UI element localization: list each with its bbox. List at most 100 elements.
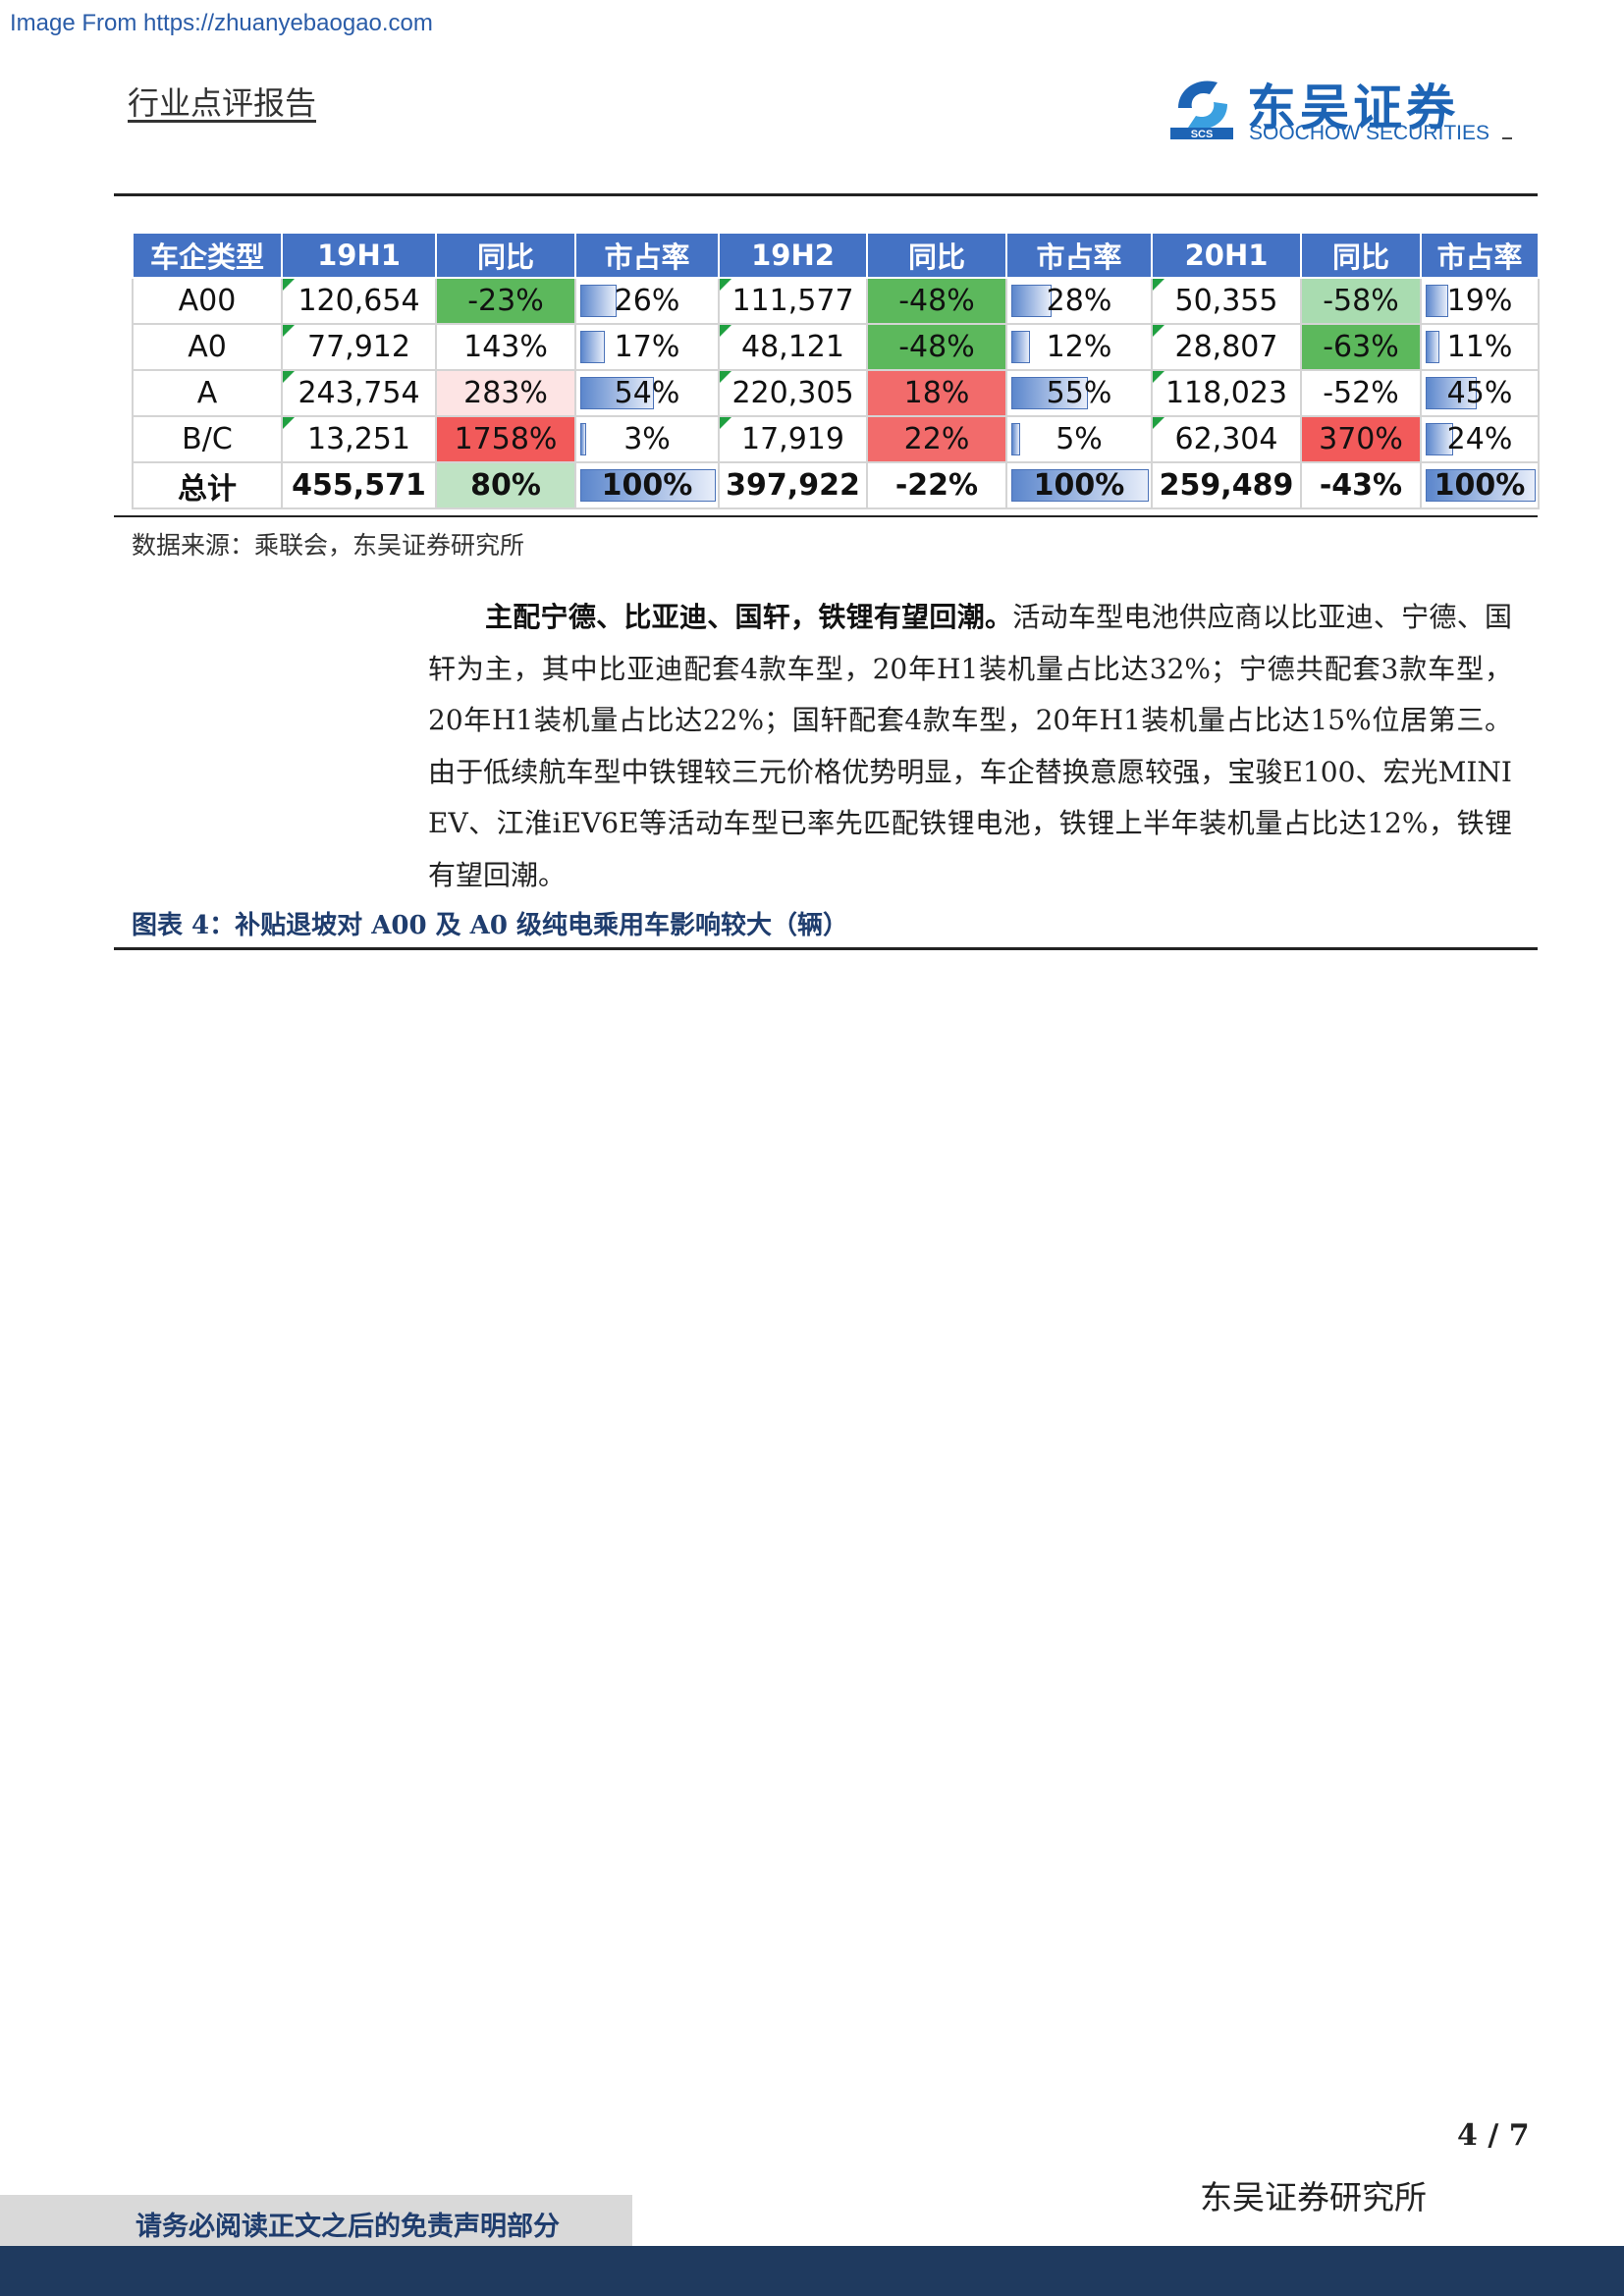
share-bar bbox=[1011, 285, 1052, 317]
cell-yoy-19h2: -48% bbox=[866, 323, 1007, 371]
cell-yoy-19h2: -48% bbox=[866, 277, 1007, 325]
cell-share-19h2: 28% bbox=[1005, 277, 1153, 325]
logo-mark-text: SCS bbox=[1191, 129, 1214, 140]
header-dash bbox=[1502, 137, 1512, 139]
data-source-note: 数据来源：乘联会，东吴证券研究所 bbox=[132, 531, 525, 560]
cell-share-19h1: 26% bbox=[574, 277, 720, 325]
col-header-yoy-20h1: 同比 bbox=[1300, 232, 1422, 279]
share-bar bbox=[580, 423, 586, 455]
share-value: 28% bbox=[1046, 284, 1112, 318]
cell-20h1: 28,807 bbox=[1151, 323, 1302, 371]
share-value: 11% bbox=[1446, 330, 1513, 364]
cell-yoy-20h1: -58% bbox=[1300, 277, 1422, 325]
report-type-label: 行业点评报告 bbox=[128, 84, 317, 122]
cell-type: 总计 bbox=[132, 461, 283, 509]
cell-20h1: 50,355 bbox=[1151, 277, 1302, 325]
col-header-yoy-19h2: 同比 bbox=[866, 232, 1007, 279]
sales-table: 车企类型 19H1 同比 市占率 19H2 同比 市占率 20H1 同比 市占率… bbox=[132, 232, 1540, 509]
cell-yoy-19h2: -22% bbox=[866, 461, 1007, 509]
cell-yoy-19h1: 143% bbox=[435, 323, 576, 371]
share-value: 3% bbox=[623, 422, 671, 456]
logo-chinese-name: 东吴证券 bbox=[1247, 80, 1459, 136]
cell-yoy-19h1: 80% bbox=[435, 461, 576, 509]
cell-19h2: 17,919 bbox=[718, 415, 868, 463]
cell-share-20h1: 45% bbox=[1420, 369, 1540, 417]
share-value: 26% bbox=[614, 284, 680, 318]
header-rule bbox=[114, 193, 1538, 196]
cell-19h1: 77,912 bbox=[281, 323, 437, 371]
cell-share-20h1: 24% bbox=[1420, 415, 1540, 463]
cell-yoy-19h1: -23% bbox=[435, 277, 576, 325]
cell-yoy-19h1: 283% bbox=[435, 369, 576, 417]
cell-type: A0 bbox=[132, 323, 283, 371]
cell-share-19h1: 17% bbox=[574, 323, 720, 371]
footer-band bbox=[0, 2246, 1624, 2296]
share-bar bbox=[580, 469, 716, 502]
cell-yoy-20h1: -43% bbox=[1300, 461, 1422, 509]
disclaimer-bar: 请务必阅读正文之后的免责声明部分 bbox=[0, 2195, 632, 2246]
logo-english-name: SOOCHOW SECURITIES bbox=[1249, 122, 1490, 144]
footer-institute: 东吴证券研究所 bbox=[1200, 2178, 1427, 2216]
disclaimer-text: 请务必阅读正文之后的免责声明部分 bbox=[135, 2212, 560, 2242]
cell-share-20h1: 11% bbox=[1420, 323, 1540, 371]
share-value: 45% bbox=[1446, 376, 1513, 410]
col-header-20h1: 20H1 bbox=[1151, 232, 1302, 279]
cell-yoy-19h2: 22% bbox=[866, 415, 1007, 463]
share-bar bbox=[1011, 469, 1149, 502]
table-total-row: 总计 455,571 80% 100% 397,922 -22% 100% 25… bbox=[132, 461, 1540, 509]
share-bar bbox=[1011, 331, 1030, 363]
share-bar bbox=[1011, 377, 1088, 409]
share-value: 55% bbox=[1046, 376, 1112, 410]
cell-19h1: 120,654 bbox=[281, 277, 437, 325]
share-value: 5% bbox=[1056, 422, 1103, 456]
cell-share-19h1: 100% bbox=[574, 461, 720, 509]
table-row: A0 77,912 143% 17% 48,121 -48% 12% 28,80… bbox=[132, 323, 1540, 371]
table-row: A 243,754 283% 54% 220,305 18% 55% 118,0… bbox=[132, 369, 1540, 417]
cell-type: A bbox=[132, 369, 283, 417]
cell-yoy-19h1: 1758% bbox=[435, 415, 576, 463]
cell-type: A00 bbox=[132, 277, 283, 325]
share-value: 12% bbox=[1046, 330, 1112, 364]
cell-20h1: 118,023 bbox=[1151, 369, 1302, 417]
share-bar bbox=[580, 331, 605, 363]
share-bar bbox=[1011, 423, 1020, 455]
share-value: 100% bbox=[1033, 468, 1125, 503]
share-bar bbox=[1426, 285, 1448, 317]
cell-20h1: 62,304 bbox=[1151, 415, 1302, 463]
col-header-share-20h1: 市占率 bbox=[1420, 232, 1540, 279]
cell-yoy-20h1: -63% bbox=[1300, 323, 1422, 371]
share-value: 24% bbox=[1446, 422, 1513, 456]
soochow-logo-icon: SCS bbox=[1170, 80, 1233, 140]
share-value: 19% bbox=[1446, 284, 1513, 318]
cell-yoy-20h1: -52% bbox=[1300, 369, 1422, 417]
cell-share-19h2: 12% bbox=[1005, 323, 1153, 371]
cell-19h2: 111,577 bbox=[718, 277, 868, 325]
cell-yoy-20h1: 370% bbox=[1300, 415, 1422, 463]
col-header-share-19h2: 市占率 bbox=[1005, 232, 1153, 279]
cell-share-19h2: 100% bbox=[1005, 461, 1153, 509]
table-row: B/C 13,251 1758% 3% 17,919 22% 5% 62,304… bbox=[132, 415, 1540, 463]
cell-19h2: 220,305 bbox=[718, 369, 868, 417]
paragraph-text: 活动车型电池供应商以比亚迪、宁德、国轩为主，其中比亚迪配套4款车型，20年H1装… bbox=[428, 601, 1512, 891]
cell-share-19h1: 54% bbox=[574, 369, 720, 417]
figure-caption: 图表 4：补贴退坡对 A00 及 A0 级纯电乘用车影响较大（辆） bbox=[132, 911, 848, 940]
table-row: A00 120,654 -23% 26% 111,577 -48% 28% 50… bbox=[132, 277, 1540, 325]
share-value: 100% bbox=[601, 468, 693, 503]
share-bar bbox=[580, 285, 617, 317]
share-value: 54% bbox=[614, 376, 680, 410]
col-header-yoy-19h1: 同比 bbox=[435, 232, 576, 279]
share-bar bbox=[1426, 423, 1453, 455]
cell-19h1: 243,754 bbox=[281, 369, 437, 417]
cell-share-19h2: 55% bbox=[1005, 369, 1153, 417]
col-header-19h2: 19H2 bbox=[718, 232, 868, 279]
col-header-type: 车企类型 bbox=[132, 232, 283, 279]
cell-20h1: 259,489 bbox=[1151, 461, 1302, 509]
cell-yoy-19h2: 18% bbox=[866, 369, 1007, 417]
share-bar bbox=[1426, 469, 1536, 502]
body-paragraph: 主配宁德、比亚迪、国轩，铁锂有望回潮。活动车型电池供应商以比亚迪、宁德、国轩为主… bbox=[428, 592, 1512, 901]
caption-rule bbox=[114, 947, 1538, 950]
cell-share-20h1: 100% bbox=[1420, 461, 1540, 509]
company-logo: SCS 东吴证券 SOOCHOW SECURITIES bbox=[1168, 69, 1502, 147]
cell-share-19h2: 5% bbox=[1005, 415, 1153, 463]
cell-19h1: 13,251 bbox=[281, 415, 437, 463]
